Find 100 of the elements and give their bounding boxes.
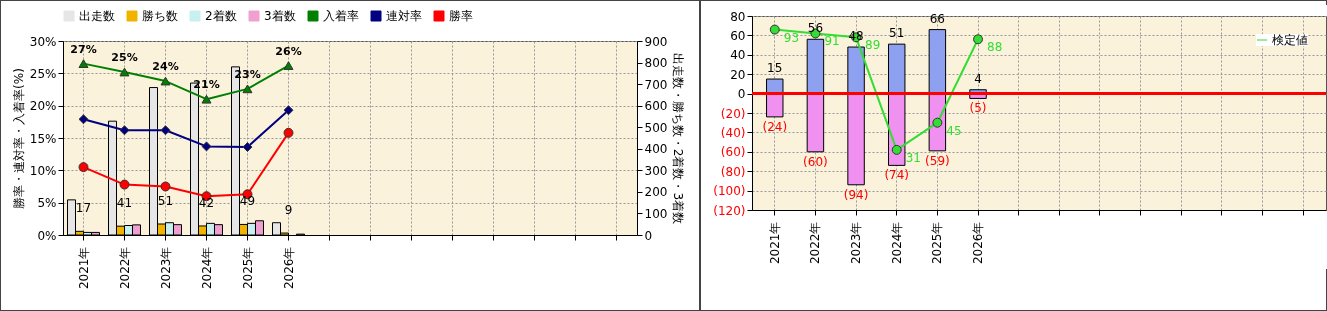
y-axis-title: 勝率・連対率・入着率(%)	[11, 68, 26, 209]
x-tick-label: 2025年	[930, 221, 945, 265]
legend-label: 入着率	[323, 9, 359, 23]
data-label: (59)	[925, 153, 950, 168]
data-label: 24%	[152, 60, 179, 74]
y-tick-label: 15%	[29, 131, 57, 146]
point	[160, 76, 171, 86]
point	[973, 34, 983, 45]
bar	[766, 93, 784, 118]
point	[891, 144, 902, 155]
y-tick-label: 30%	[29, 34, 57, 49]
data-label: 88	[987, 40, 1003, 55]
x-tick-label: 2024年	[199, 246, 214, 290]
y2-tick-label: 700	[644, 77, 668, 92]
point	[769, 24, 780, 35]
data-label: 41	[116, 196, 133, 211]
data-label: 9	[284, 203, 293, 218]
data-label: 4	[974, 71, 982, 86]
data-label: 17	[75, 201, 92, 216]
data-label: (94)	[843, 187, 869, 202]
y2-tick-label: 400	[644, 142, 668, 157]
x-tick-label: 2023年	[849, 221, 864, 265]
point	[160, 181, 171, 192]
x-tick-label: 2022年	[808, 221, 823, 265]
legend-label: 勝ち数	[142, 9, 178, 23]
legend-label: 出走数	[79, 9, 115, 23]
point	[160, 125, 171, 136]
point	[242, 84, 253, 94]
y2-axis-title: 出走数・勝ち数・2着数・3着数	[671, 52, 686, 225]
y2-tick-label: 100	[644, 206, 668, 221]
x-tick-label: 2022年	[117, 246, 132, 290]
y2-tick-label: 600	[644, 99, 668, 114]
y2-tick-label: 900	[644, 34, 668, 49]
y-tick-label: (100)	[713, 184, 746, 199]
data-label: (60)	[803, 154, 828, 169]
legend-label: 検定値	[1272, 33, 1308, 47]
y-tick-label: 20%	[29, 99, 57, 114]
data-label: 49	[239, 194, 256, 209]
y-tick-label: (40)	[720, 125, 746, 140]
data-label: 51	[157, 194, 174, 209]
y-tick-label: (60)	[720, 145, 746, 160]
x-tick-label: 2025年	[240, 246, 255, 290]
data-label: 89	[865, 38, 881, 53]
y2-tick-label: 500	[644, 120, 668, 135]
data-label: 31	[905, 150, 921, 165]
y-tick-label: 20	[730, 67, 746, 82]
x-tick-label: 2021年	[767, 221, 782, 265]
y-tick-label: 60	[730, 28, 746, 43]
point	[283, 127, 294, 138]
bar	[928, 29, 947, 95]
y-tick-label: 5%	[37, 196, 57, 211]
y-tick-label: (20)	[720, 106, 746, 121]
bar	[847, 93, 865, 186]
point	[78, 114, 89, 125]
data-label: 45	[946, 123, 962, 138]
y-tick-label: (80)	[720, 164, 746, 179]
data-label: 15	[767, 61, 783, 76]
data-label: 93	[783, 30, 800, 45]
data-label: (24)	[762, 119, 788, 134]
point	[119, 125, 130, 136]
data-label: 66	[929, 11, 946, 26]
point	[932, 117, 943, 128]
point	[78, 59, 89, 69]
y-tick-label: (120)	[713, 203, 746, 218]
point	[78, 162, 89, 173]
y-tick-label: 25%	[29, 66, 57, 81]
x-tick-label: 2026年	[971, 221, 986, 265]
y2-tick-label: 300	[644, 163, 668, 178]
point	[119, 67, 130, 77]
x-tick-label: 2026年	[281, 246, 296, 290]
bar	[806, 38, 825, 95]
y2-tick-label: 0	[644, 228, 653, 243]
legend-label: 勝率	[449, 9, 473, 23]
data-label: 91	[824, 34, 840, 49]
data-label: 27%	[70, 42, 97, 56]
data-label: 25%	[111, 51, 138, 65]
point	[283, 105, 294, 116]
bar	[887, 43, 906, 95]
x-tick-label: 2024年	[889, 221, 904, 265]
y2-tick-label: 800	[644, 56, 668, 71]
legend-label: 3着数	[264, 9, 296, 23]
y-tick-label: 10%	[29, 163, 57, 178]
data-label: 21%	[193, 78, 220, 92]
data-label: (5)	[969, 101, 987, 116]
data-label: 51	[889, 26, 905, 41]
data-label: 26%	[275, 44, 302, 58]
x-tick-label: 2023年	[158, 246, 173, 290]
point	[201, 141, 212, 152]
point	[242, 142, 253, 153]
data-label: 42	[198, 195, 215, 210]
legend-label: 連対率	[386, 9, 422, 23]
point	[119, 179, 130, 190]
y-tick-label: 40	[730, 48, 746, 63]
bar	[847, 46, 865, 95]
data-label: (74)	[884, 168, 910, 183]
y-tick-label: 0%	[37, 228, 57, 243]
point	[201, 94, 212, 104]
y-tick-label: 0	[737, 87, 746, 102]
legend-label: 2着数	[205, 9, 237, 23]
point	[283, 61, 294, 70]
